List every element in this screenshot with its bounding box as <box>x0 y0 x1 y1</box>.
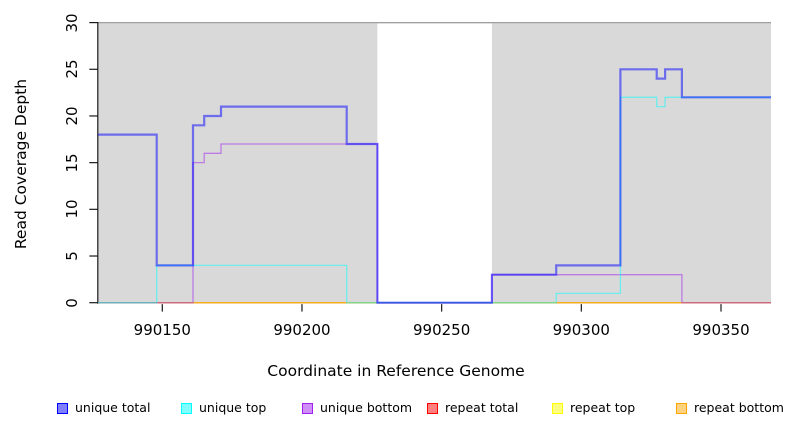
legend-item-repeat-top: repeat top <box>552 401 635 415</box>
x-axis-title: Coordinate in Reference Genome <box>267 362 525 380</box>
legend-item-unique-bottom: unique bottom <box>302 401 412 415</box>
series-line-unique-bottom <box>98 143 772 304</box>
legend-swatch-icon <box>302 402 313 414</box>
x-tick-label: 990200 <box>273 321 331 339</box>
y-tick-label: 20 <box>63 106 81 126</box>
y-tick-label: 5 <box>63 251 81 261</box>
y-tick-label: 25 <box>63 59 81 79</box>
x-tick-label: 990250 <box>413 321 471 339</box>
legend-label: unique bottom <box>320 400 413 415</box>
legend-label: unique total <box>75 400 151 415</box>
legend-item-repeat-bottom: repeat bottom <box>676 401 784 415</box>
legend-label: repeat total <box>445 400 519 415</box>
legend-label: unique top <box>199 400 267 415</box>
legend-swatch-icon <box>552 402 563 414</box>
y-axis-title: Read Coverage Depth <box>12 78 30 250</box>
legend-item-unique-top: unique top <box>181 401 266 415</box>
legend-item-unique-total: unique total <box>57 401 150 415</box>
legend-swatch-icon <box>676 402 687 414</box>
y-tick-label: 10 <box>63 199 81 219</box>
x-tick-label: 990300 <box>552 321 610 339</box>
alignment-gap-region <box>377 23 492 304</box>
legend-label: repeat top <box>570 400 636 415</box>
y-tick-label: 0 <box>63 297 81 308</box>
x-tick-label: 990150 <box>133 321 191 339</box>
y-tick-label: 30 <box>63 13 81 33</box>
legend-item-repeat-total: repeat total <box>427 401 518 415</box>
legend-swatch-icon <box>57 402 68 414</box>
legend-label: repeat bottom <box>694 400 784 415</box>
x-tick-label: 990350 <box>692 321 750 339</box>
chart-legend: unique total unique top unique bottom repea… <box>0 401 792 417</box>
legend-swatch-icon <box>181 402 192 414</box>
series-lines <box>98 68 772 304</box>
series-line-unique-total <box>98 68 772 304</box>
legend-swatch-icon <box>427 402 438 414</box>
y-tick-label: 15 <box>63 153 81 173</box>
